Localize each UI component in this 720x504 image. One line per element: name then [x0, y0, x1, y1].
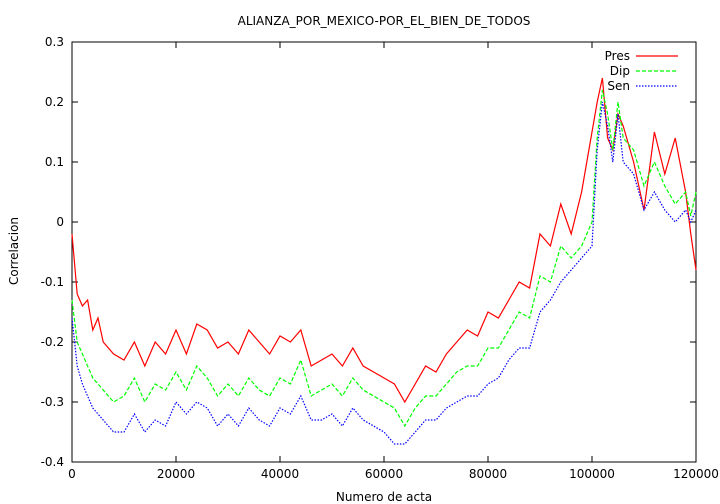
- series-line-dip: [71, 89, 697, 428]
- y-tick-label: 0.1: [45, 155, 64, 169]
- ticks: 0 20000 40000 60000 80000 100000 120000 -0.4 -0.…: [41, 35, 719, 481]
- y-tick-label: -0.1: [41, 275, 64, 289]
- y-tick-label: 0.3: [45, 35, 64, 49]
- legend-label-sen: Sen: [607, 79, 630, 93]
- x-tick-label: 0: [68, 467, 76, 481]
- x-tick-label: 100000: [569, 467, 615, 481]
- series-line-sen: [71, 101, 697, 445]
- y-tick-label: 0: [56, 215, 64, 229]
- series-line-pres: [71, 77, 697, 404]
- x-axis-label: Numero de acta: [336, 490, 432, 504]
- x-tick-label: 20000: [157, 467, 195, 481]
- legend-label-pres: Pres: [605, 49, 630, 63]
- x-tick-label: 60000: [365, 467, 403, 481]
- y-axis-label: Correlacion: [7, 217, 21, 285]
- x-tick-label: 120000: [673, 467, 719, 481]
- y-tick-label: -0.4: [41, 455, 64, 469]
- x-tick-label: 80000: [469, 467, 507, 481]
- legend-label-dip: Dip: [610, 64, 630, 78]
- y-tick-label: -0.2: [41, 335, 64, 349]
- y-tick-label: 0.2: [45, 95, 64, 109]
- series: [71, 77, 697, 445]
- chart-title: ALIANZA_POR_MEXICO-POR_EL_BIEN_DE_TODOS: [238, 14, 531, 28]
- y-tick-label: -0.3: [41, 395, 64, 409]
- plot-area: 0 20000 40000 60000 80000 100000 120000 -0.4 -0.…: [41, 35, 719, 481]
- x-tick-label: 40000: [261, 467, 299, 481]
